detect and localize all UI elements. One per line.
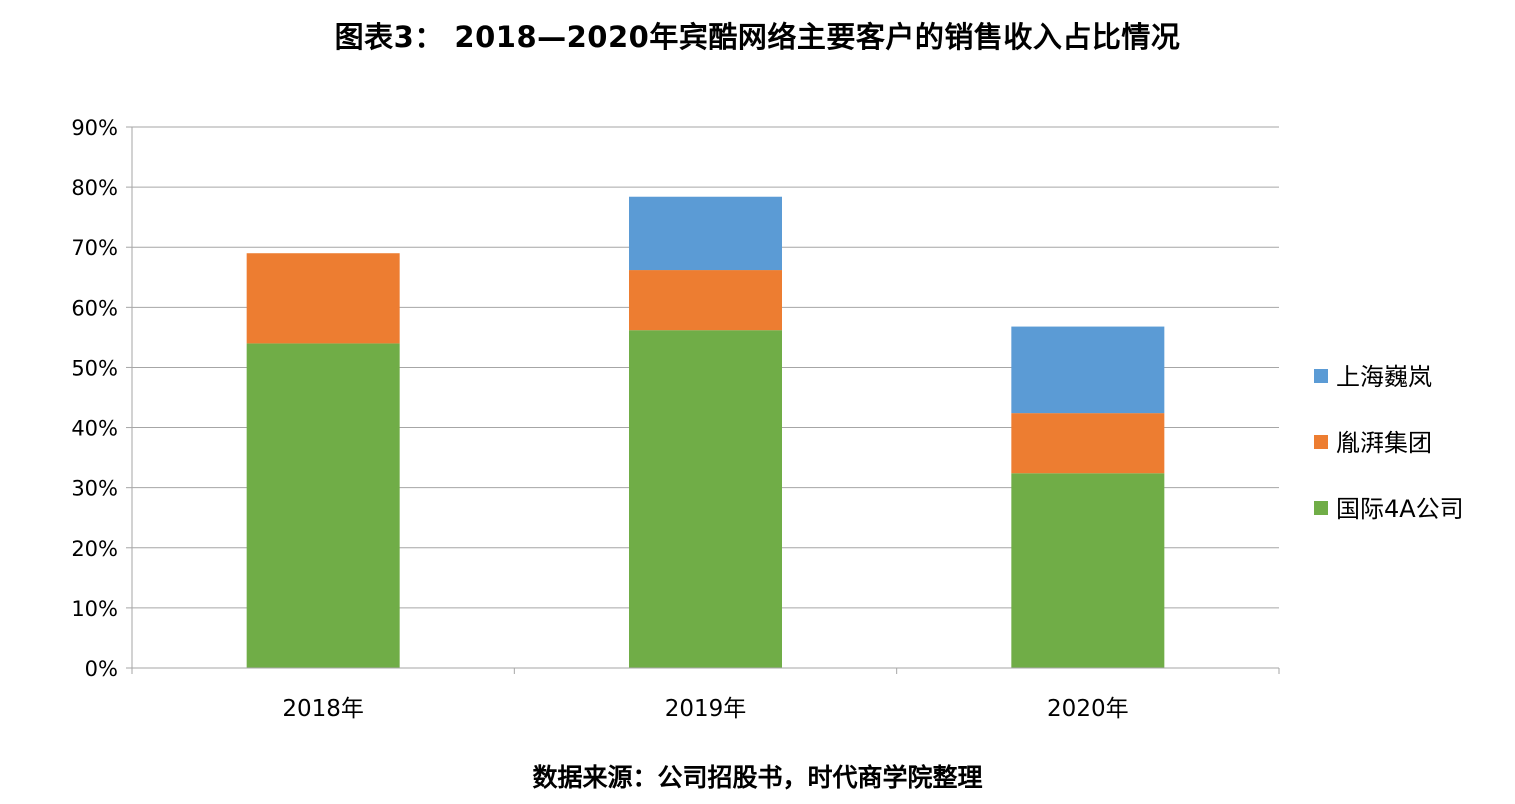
bar-segment xyxy=(246,343,400,668)
y-tick-label: 80% xyxy=(71,176,118,200)
y-tick-label: 30% xyxy=(71,477,118,501)
bar-segment xyxy=(629,196,782,271)
legend-label: 上海巍岚 xyxy=(1336,363,1432,391)
bar-segment xyxy=(1011,473,1165,668)
legend-label: 国际4A公司 xyxy=(1336,495,1464,523)
y-tick-label: 90% xyxy=(71,116,118,140)
bars-layer xyxy=(246,196,1165,668)
y-tick-label: 50% xyxy=(71,356,118,380)
legend-swatch xyxy=(1314,435,1328,449)
axis-layer: 0% 10% 20% 30% 40% 50% 60% 70% 80% 90% 2018年 2019年 2… xyxy=(71,116,1280,722)
bar-segment xyxy=(246,253,400,344)
x-tick-label: 2020年 xyxy=(1047,696,1129,722)
legend-swatch xyxy=(1314,501,1328,515)
chart-title: 图表3： 2018—2020年宾酷网络主要客户的销售收入占比情况 xyxy=(334,20,1181,54)
y-tick-label: 60% xyxy=(71,296,118,320)
source-note: 数据来源：公司招股书，时代商学院整理 xyxy=(532,763,983,792)
legend-swatch xyxy=(1314,369,1328,383)
x-tick-label: 2018年 xyxy=(282,696,364,722)
bar-segment xyxy=(629,330,782,668)
y-tick-label: 40% xyxy=(71,417,118,441)
y-tick-label: 20% xyxy=(71,537,118,561)
x-tick-label: 2019年 xyxy=(665,696,747,722)
legend-label: 胤湃集团 xyxy=(1336,429,1432,457)
y-tick-label: 10% xyxy=(71,597,118,621)
bar-segment xyxy=(629,270,782,331)
y-tick-label: 0% xyxy=(85,657,118,681)
bar-segment xyxy=(1011,413,1165,474)
bar-segment xyxy=(1011,326,1165,414)
y-tick-label: 70% xyxy=(71,236,118,260)
